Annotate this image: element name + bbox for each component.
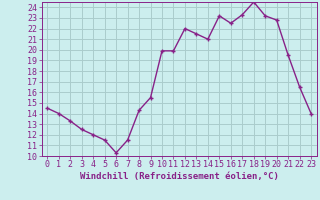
X-axis label: Windchill (Refroidissement éolien,°C): Windchill (Refroidissement éolien,°C) [80, 172, 279, 181]
